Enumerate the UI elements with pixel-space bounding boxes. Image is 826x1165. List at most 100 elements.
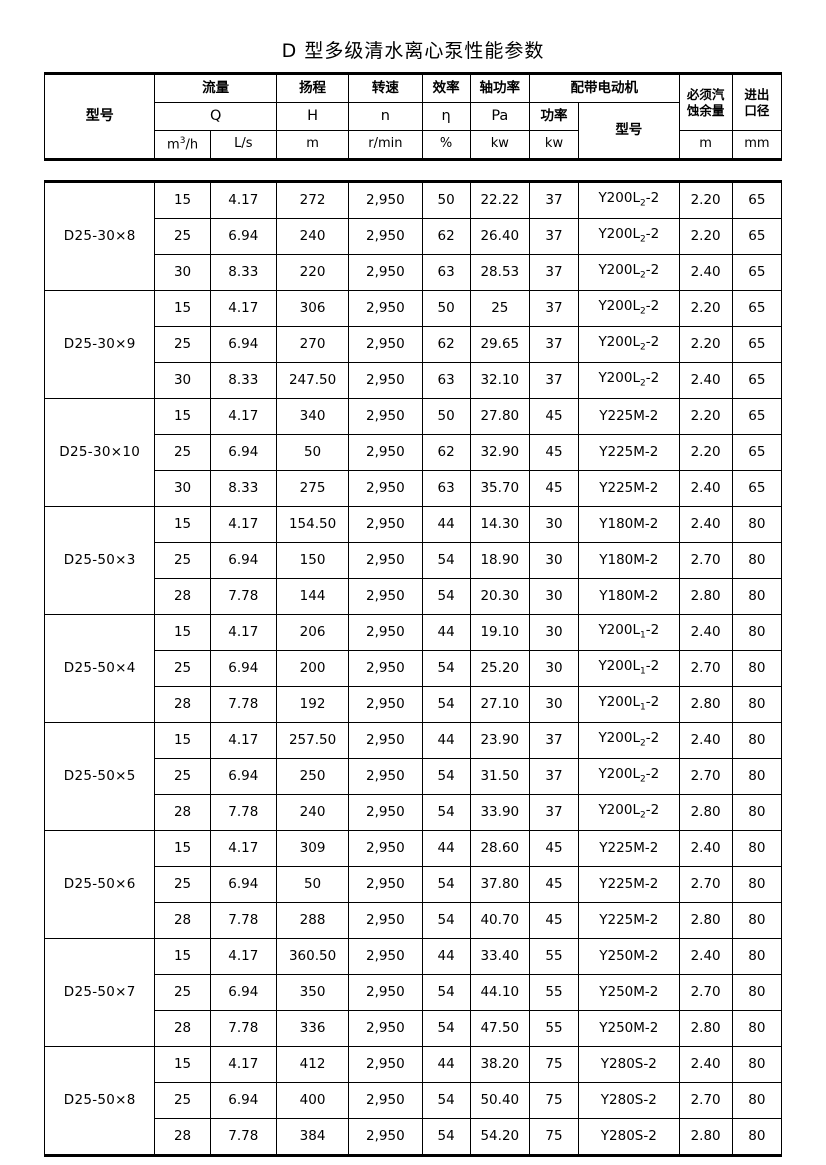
cell-flow-ls: 6.94 xyxy=(209,650,277,687)
cell-npsh: 2.70 xyxy=(678,1082,733,1119)
motor-model-suffix: -2 xyxy=(644,983,659,1000)
cell-npsh: 2.80 xyxy=(678,686,733,723)
unit-superscript-3: 3 xyxy=(179,135,186,146)
motor-model-suffix: -2 xyxy=(644,1019,659,1036)
motor-model-base: Y180M xyxy=(599,515,645,532)
motor-model-suffix: -2 xyxy=(645,370,660,387)
cell-head: 250 xyxy=(275,758,350,795)
header-port-line2: 口径 xyxy=(744,102,770,118)
cell-shaft-power: 33.40 xyxy=(469,938,530,975)
motor-model-suffix: -2 xyxy=(644,839,659,856)
cell-motor-model: Y225M-2 xyxy=(578,434,680,471)
cell-motor-power: 30 xyxy=(528,506,580,543)
motor-model-suffix: -2 xyxy=(645,766,660,783)
cell-npsh: 2.20 xyxy=(678,218,733,255)
cell-speed: 2,950 xyxy=(348,866,423,903)
cell-efficiency: 54 xyxy=(421,974,471,1011)
table-row: 28 7.78 336 2,950 54 47.50 55 Y250M-2 2.80 80 xyxy=(45,1010,783,1047)
cell-head: 257.50 xyxy=(275,722,350,759)
cell-flow-m3h: 25 xyxy=(154,758,211,795)
cell-flow-ls: 7.78 xyxy=(209,794,277,831)
motor-model-base: Y225M xyxy=(599,407,645,424)
cell-motor-power: 30 xyxy=(528,578,580,615)
motor-model-base: Y225M xyxy=(599,443,645,460)
cell-speed: 2,950 xyxy=(348,1118,423,1156)
cell-port-diameter: 80 xyxy=(731,1082,783,1119)
cell-speed: 2,950 xyxy=(348,722,423,759)
header-unit-flow-ls: L/s xyxy=(209,130,277,160)
cell-npsh: 2.40 xyxy=(678,938,733,975)
cell-efficiency: 54 xyxy=(421,1082,471,1119)
cell-speed: 2,950 xyxy=(348,434,423,471)
header-row-2: Q H n η Pa 功率 型号 xyxy=(45,102,782,160)
cell-flow-m3h: 30 xyxy=(154,362,211,399)
cell-shaft-power: 38.20 xyxy=(469,1046,530,1083)
motor-model-base: Y225M xyxy=(599,911,645,928)
cell-head: 154.50 xyxy=(275,506,350,543)
table-row: 25 6.94 400 2,950 54 50.40 75 Y280S-2 2.70 80 xyxy=(45,1082,783,1119)
cell-flow-ls: 6.94 xyxy=(209,434,277,471)
motor-model-suffix: -2 xyxy=(645,190,660,207)
cell-port-diameter: 65 xyxy=(731,326,783,363)
page-title: D 型多级清水离心泵性能参数 xyxy=(281,40,545,62)
cell-speed: 2,950 xyxy=(348,686,423,723)
header-row-1: 型号 流量 扬程 转速 效率 轴功率 配带电动机 必须汽 蚀余量 进出 口径 xyxy=(43,73,783,160)
cell-shaft-power: 18.90 xyxy=(469,542,530,579)
table-row: 28 7.78 144 2,950 54 20.30 30 Y180M-2 2.80 80 xyxy=(45,578,783,615)
motor-model-base: Y250M xyxy=(599,947,645,964)
cell-flow-m3h: 25 xyxy=(154,650,211,687)
cell-npsh: 2.40 xyxy=(678,254,733,291)
cell-head: 240 xyxy=(275,218,350,255)
unit-m: m xyxy=(167,137,180,153)
header-unit-speed: r/min xyxy=(348,130,423,160)
cell-pump-model: D25-30×9 xyxy=(43,290,156,399)
cell-port-diameter: 80 xyxy=(731,830,783,867)
motor-model-base: Y200L xyxy=(598,190,640,207)
cell-flow-m3h: 15 xyxy=(154,830,211,867)
cell-motor-model: Y200L2-2 xyxy=(578,326,680,363)
motor-model-subscript: 2 xyxy=(639,199,646,210)
cell-motor-power: 45 xyxy=(528,830,580,867)
cell-pump-model: D25-50×4 xyxy=(43,614,156,723)
cell-efficiency: 54 xyxy=(421,866,471,903)
cell-flow-ls: 7.78 xyxy=(209,1010,277,1047)
table-row: 25 6.94 50 2,950 54 37.80 45 Y225M-2 2.70 80 xyxy=(45,866,783,903)
cell-efficiency: 54 xyxy=(421,794,471,831)
motor-model-suffix: -2 xyxy=(644,875,659,892)
cell-npsh: 2.20 xyxy=(678,326,733,363)
table-header: 型号 流量 扬程 转速 效率 轴功率 配带电动机 必须汽 蚀余量 进出 口径 Q H… xyxy=(43,72,783,161)
cell-motor-model: Y200L2-2 xyxy=(578,254,680,291)
cell-head: 200 xyxy=(275,650,350,687)
cell-shaft-power: 14.30 xyxy=(469,506,530,543)
cell-motor-model: Y225M-2 xyxy=(578,470,680,507)
cell-flow-ls: 4.17 xyxy=(209,722,277,759)
table-row: 28 7.78 192 2,950 54 27.10 30 Y200L1-2 2.80 80 xyxy=(45,686,783,723)
cell-flow-m3h: 28 xyxy=(154,794,211,831)
cell-head: 270 xyxy=(275,326,350,363)
header-unit-npsh: m xyxy=(678,130,733,160)
cell-pump-model: D25-50×8 xyxy=(43,1046,156,1156)
cell-motor-power: 37 xyxy=(528,181,580,219)
cell-efficiency: 63 xyxy=(421,254,471,291)
motor-model-base: Y200L xyxy=(598,694,640,711)
cell-port-diameter: 65 xyxy=(731,254,783,291)
cell-speed: 2,950 xyxy=(348,1046,423,1083)
cell-shaft-power: 37.80 xyxy=(469,866,530,903)
cell-shaft-power: 32.10 xyxy=(469,362,530,399)
table-row: 30 8.33 220 2,950 63 28.53 37 Y200L2-2 2.40 65 xyxy=(45,254,783,291)
cell-npsh: 2.80 xyxy=(678,1010,733,1047)
cell-motor-model: Y200L1-2 xyxy=(578,650,680,687)
cell-head: 340 xyxy=(275,398,350,435)
cell-flow-m3h: 25 xyxy=(154,218,211,255)
cell-npsh: 2.40 xyxy=(678,722,733,759)
motor-model-subscript: 2 xyxy=(639,379,646,390)
cell-npsh: 2.70 xyxy=(678,866,733,903)
table-row: D25-50×5 15 4.17 257.50 2,950 44 23.90 37 Y200L2… xyxy=(43,722,783,831)
motor-model-subscript: 1 xyxy=(639,703,646,714)
cell-motor-power: 37 xyxy=(528,290,580,327)
table-row: 28 7.78 288 2,950 54 40.70 45 Y225M-2 2.80 80 xyxy=(45,902,783,939)
motor-model-base: Y200L xyxy=(598,298,640,315)
cell-shaft-power: 23.90 xyxy=(469,722,530,759)
cell-efficiency: 54 xyxy=(421,542,471,579)
